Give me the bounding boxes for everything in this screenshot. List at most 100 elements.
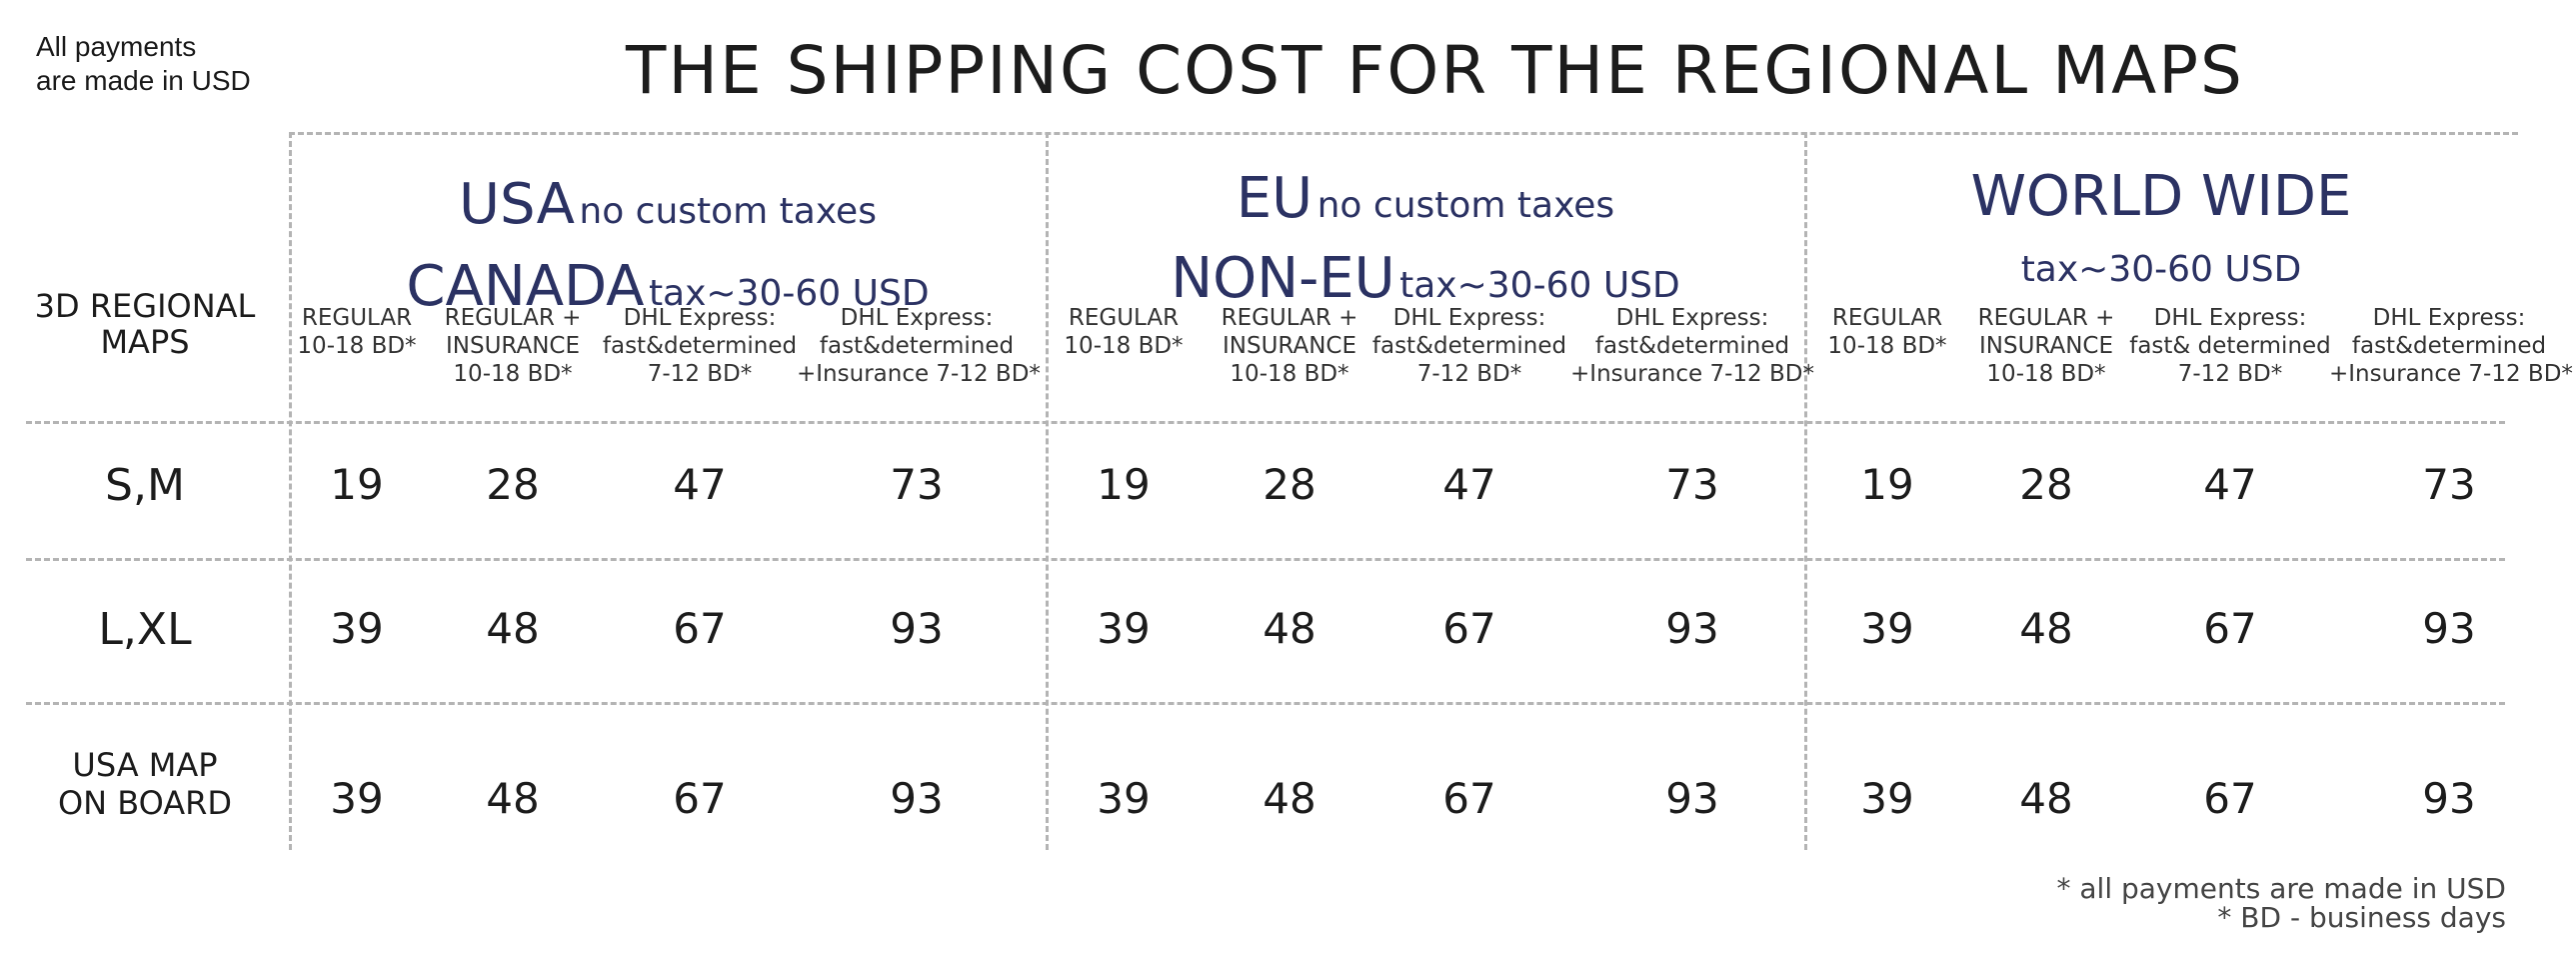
price-cell: 67 xyxy=(2203,774,2257,823)
row-header-line-2: MAPS xyxy=(100,323,190,361)
column-header-line: DHL Express: xyxy=(840,305,994,331)
price-cell: 93 xyxy=(1665,774,1719,823)
price-cell: 48 xyxy=(486,774,540,823)
row-label-line-1: S,M xyxy=(105,460,185,511)
column-header: DHL Express: fast&determined +Insurance 7-… xyxy=(797,304,1041,388)
price-cell: 28 xyxy=(1263,460,1316,509)
grid-divider-h2 xyxy=(26,558,2505,561)
price-cell: 48 xyxy=(2019,774,2073,823)
price-cell: 28 xyxy=(486,460,540,509)
column-header: REGULAR + INSURANCE 10-18 BD* xyxy=(1205,304,1374,388)
price-cell: 93 xyxy=(890,774,944,823)
column-header-line: REGULAR xyxy=(301,305,413,331)
price-cell: 39 xyxy=(1097,774,1151,823)
column-header: REGULAR + INSURANCE 10-18 BD* xyxy=(1961,304,2131,388)
price-cell: 19 xyxy=(1097,460,1151,509)
price-cell: 73 xyxy=(890,460,944,509)
row-label-line-1: L,XL xyxy=(98,604,192,655)
column-header-line: fast&determined xyxy=(602,333,798,359)
column-header-line: fast&determined xyxy=(1594,333,1790,359)
column-header-line: REGULAR + xyxy=(1977,305,2115,331)
column-header-line: 10-18 BD* xyxy=(1986,361,2106,387)
region-note-canada: tax~30-60 USD xyxy=(648,273,930,314)
column-header-line: 10-18 BD* xyxy=(1064,333,1184,359)
row-label: S,M xyxy=(20,458,270,514)
region-name-worldwide: WORLD WIDE xyxy=(1970,164,2352,229)
row-label: L,XL xyxy=(20,602,270,658)
region-note-eu: no custom taxes xyxy=(1316,185,1615,226)
region-note-noneu: tax~30-60 USD xyxy=(1399,265,1680,306)
price-cell: 28 xyxy=(2019,460,2073,509)
column-header: DHL Express: fast&determined 7-12 BD* xyxy=(595,304,805,388)
column-header-line: +Insurance 7-12 BD* xyxy=(797,361,1041,387)
column-header-line: +Insurance 7-12 BD* xyxy=(2329,361,2573,387)
price-cell: 39 xyxy=(1860,604,1914,653)
price-cell: 39 xyxy=(330,604,384,653)
column-header-line: fast& determined xyxy=(2129,333,2331,359)
price-cell: 73 xyxy=(2422,460,2476,509)
price-cell: 48 xyxy=(1263,604,1316,653)
page-title: THE SHIPPING COST FOR THE REGIONAL MAPS xyxy=(626,32,2244,109)
region-name-usa: USA xyxy=(459,172,575,237)
column-header-line: 7-12 BD* xyxy=(1416,361,1522,387)
price-cell: 67 xyxy=(673,604,727,653)
column-header: DHL Express: fast&determined +Insurance 7-… xyxy=(1567,304,1817,388)
note-line-2: are made in USD xyxy=(36,65,251,96)
row-header-line-1: 3D REGIONAL xyxy=(34,287,256,325)
column-header-line: fast&determined xyxy=(1371,333,1567,359)
price-cell: 19 xyxy=(1860,460,1914,509)
column-header-line: DHL Express: xyxy=(1392,305,1546,331)
price-cell: 39 xyxy=(330,774,384,823)
column-header-line: +Insurance 7-12 BD* xyxy=(1570,361,1814,387)
grid-divider-v1 xyxy=(289,132,292,850)
region-note-worldwide: tax~30-60 USD xyxy=(2020,249,2302,290)
region-note-usa: no custom taxes xyxy=(579,191,877,232)
column-header-line: 7-12 BD* xyxy=(2177,361,2283,387)
price-cell: 19 xyxy=(330,460,384,509)
column-header: DHL Express: fast& determined 7-12 BD* xyxy=(2125,304,2335,388)
column-header-line: DHL Express: xyxy=(2153,305,2307,331)
footnote-usd: * all payments are made in USD xyxy=(2056,872,2506,905)
price-cell: 67 xyxy=(2203,604,2257,653)
price-cell: 67 xyxy=(673,774,727,823)
table-row-header: 3D REGIONAL MAPS xyxy=(20,288,270,360)
column-header-line: 10-18 BD* xyxy=(1230,361,1349,387)
column-header-line: INSURANCE xyxy=(1222,333,1356,359)
column-header-line: REGULAR + xyxy=(444,305,582,331)
column-header-line: REGULAR + xyxy=(1221,305,1358,331)
payment-currency-note: All payments are made in USD xyxy=(36,30,251,98)
price-cell: 93 xyxy=(890,604,944,653)
column-header: REGULAR 10-18 BD* xyxy=(1054,304,1194,360)
column-header-line: fast&determined xyxy=(819,333,1015,359)
column-header-line: 10-18 BD* xyxy=(1827,333,1947,359)
region-name-canada: CANADA xyxy=(406,254,645,319)
column-header-line: REGULAR xyxy=(1068,305,1180,331)
price-cell: 67 xyxy=(1442,774,1496,823)
region-header-worldwide: WORLD WIDE tax~30-60 USD xyxy=(1805,162,2517,301)
price-cell: 93 xyxy=(1665,604,1719,653)
footnote-business-days: * BD - business days xyxy=(2217,901,2506,934)
region-header-usa-canada: USA no custom taxes CANADA tax~30-60 USD xyxy=(290,170,1046,334)
grid-divider-top xyxy=(289,132,2518,135)
price-cell: 47 xyxy=(673,460,727,509)
column-header-line: INSURANCE xyxy=(445,333,580,359)
region-header-eu-noneu: EU no custom taxes NON-EU tax~30-60 USD xyxy=(1047,166,1804,326)
region-name-eu: EU xyxy=(1236,166,1313,231)
column-header-line: 10-18 BD* xyxy=(453,361,573,387)
price-cell: 47 xyxy=(1442,460,1496,509)
note-line-1: All payments xyxy=(36,31,197,62)
grid-divider-v3 xyxy=(1804,132,1807,850)
column-header-line: 7-12 BD* xyxy=(647,361,753,387)
column-header: DHL Express: fast&determined 7-12 BD* xyxy=(1364,304,1574,388)
column-header: DHL Express: fast&determined +Insurance 7-… xyxy=(2329,304,2573,388)
row-label-line-2: ON BOARD xyxy=(57,784,233,822)
price-cell: 48 xyxy=(2019,604,2073,653)
column-header: REGULAR 10-18 BD* xyxy=(1817,304,1957,360)
price-cell: 73 xyxy=(1665,460,1719,509)
column-header-line: REGULAR xyxy=(1831,305,1943,331)
region-name-noneu: NON-EU xyxy=(1171,246,1395,311)
price-cell: 47 xyxy=(2203,460,2257,509)
price-cell: 67 xyxy=(1442,604,1496,653)
column-header-line: 10-18 BD* xyxy=(297,333,417,359)
price-cell: 93 xyxy=(2422,774,2476,823)
